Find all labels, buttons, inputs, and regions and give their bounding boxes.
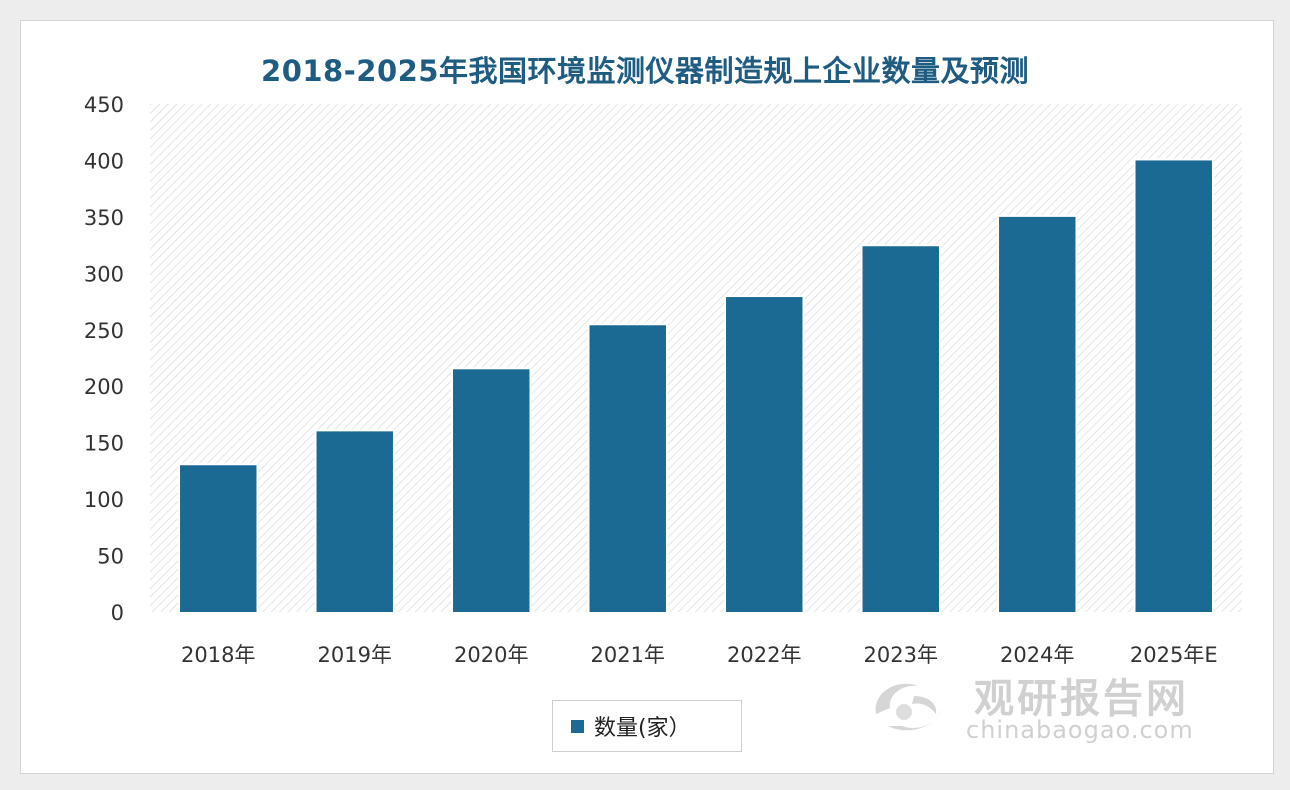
legend: 数量(家） (552, 700, 742, 752)
y-tick-label: 350 (84, 206, 124, 230)
x-axis: 2018年 2019年 2020年 2021年 2022年 2023年 2024年 2025年… (181, 643, 1218, 667)
y-tick-label: 0 (111, 601, 124, 625)
chart-title: 2018-2025年我国环境监测仪器制造规上企业数量及预测 (261, 54, 1029, 88)
bar (1135, 160, 1212, 612)
bar (589, 325, 666, 612)
y-tick-label: 50 (97, 545, 124, 569)
bars (178, 158, 1214, 613)
plot-area (150, 104, 1242, 612)
x-tick-label: 2022年 (727, 643, 801, 667)
legend-swatch (571, 719, 584, 733)
x-tick-label: 2023年 (864, 643, 938, 667)
bar (316, 431, 393, 612)
x-tick-label: 2024年 (1000, 643, 1074, 667)
x-tick-label: 2025年E (1130, 643, 1218, 667)
y-axis: 0 50 100 150 200 250 300 350 400 450 (84, 93, 124, 625)
watermark-logo-icon (875, 683, 942, 731)
x-tick-label: 2019年 (318, 643, 392, 667)
x-tick-label: 2020年 (454, 643, 528, 667)
y-tick-label: 250 (84, 319, 124, 343)
y-tick-label: 200 (84, 375, 124, 399)
watermark-site: chinabaogao.com (966, 716, 1194, 744)
bar (453, 369, 530, 612)
bar (726, 297, 803, 612)
y-tick-label: 400 (84, 149, 124, 173)
watermark-name: 观研报告网 (974, 676, 1189, 722)
y-tick-label: 150 (84, 432, 124, 456)
y-tick-label: 450 (84, 93, 124, 117)
watermark: 观研报告网 chinabaogao.com (868, 664, 1228, 748)
x-tick-label: 2018年 (181, 643, 255, 667)
x-tick-label: 2021年 (591, 643, 665, 667)
bar (180, 465, 257, 612)
bar (862, 246, 939, 613)
y-tick-label: 300 (84, 262, 124, 286)
bar (999, 216, 1076, 612)
y-tick-label: 100 (84, 488, 124, 512)
legend-label: 数量(家） (594, 716, 691, 741)
